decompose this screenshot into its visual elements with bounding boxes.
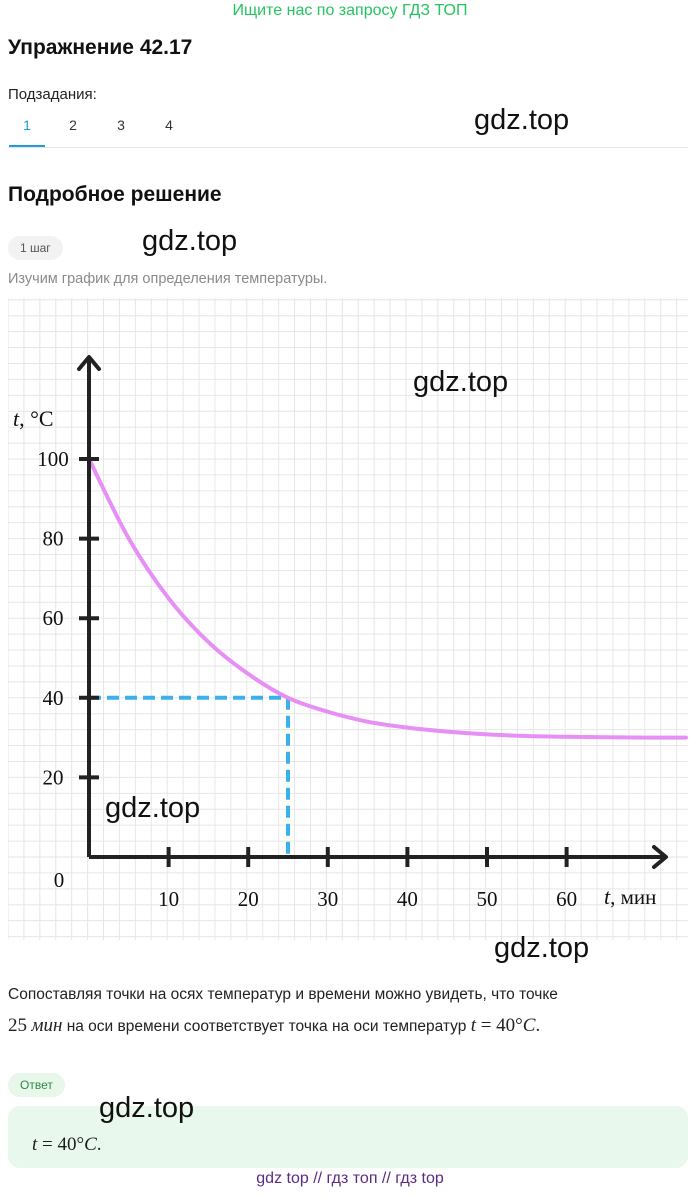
x-axis-label: t, мин [604,884,656,909]
watermark: gdz.top [105,792,201,824]
subtask-tabs: 1 2 3 4 [8,116,688,148]
explanation-line-2: 25 мин на оси времени соответствует точк… [8,1015,540,1037]
explanation-text: на оси времени соответствует точка на ос… [66,1018,467,1035]
step-badge: 1 шаг [8,236,63,260]
watermark: gdz.top [99,1092,195,1124]
tab-subtask-1[interactable]: 1 [9,117,45,147]
x-tick-label: 50 [477,887,498,911]
answer-text: t = 40°C. [32,1134,102,1156]
y-tick-label: 80 [43,527,64,551]
tab-subtask-2[interactable]: 2 [69,117,77,133]
origin-label: 0 [54,868,65,892]
answer-variable: t [32,1134,38,1155]
x-tick-label: 20 [238,887,259,911]
temperature-curve [87,457,688,740]
explanation-line-1: Сопоставляя точки на осях температур и в… [8,986,558,1003]
equation-end: . [535,1015,541,1036]
x-tick-label: 10 [158,887,179,911]
watermark: gdz.top [413,366,509,398]
time-unit: мин [31,1015,63,1036]
x-tick-label: 30 [317,887,338,911]
x-tick-label: 60 [556,887,577,911]
subtasks-label: Подзадания: [8,86,97,103]
tab-subtask-4[interactable]: 4 [165,117,173,133]
answer-badge: Ответ [8,1073,65,1097]
watermark: gdz.top [474,104,570,136]
x-axis-arrow [652,845,668,869]
temperature-chart: 10 20 30 40 50 60 20 40 60 80 100 0 t, °C t, мин [7,298,688,940]
answer-box [8,1106,688,1168]
section-title: Подробное решение [8,183,222,206]
chart-canvas: 10 20 30 40 50 60 20 40 60 80 100 0 t, °C t, мин [7,298,688,940]
search-banner: Ищите нас по запросу ГДЗ ТОП [232,2,468,19]
x-tick-label: 40 [397,887,418,911]
answer-end: . [96,1134,102,1155]
footer-links: gdz top // гдз топ // гдз top [256,1170,444,1187]
y-axis-arrow [77,355,101,371]
equation-variable: t [470,1015,476,1036]
tab-subtask-3[interactable]: 3 [117,117,125,133]
step-description: Изучим график для определения температур… [8,271,328,287]
answer-value: = 40° [37,1134,85,1155]
y-tick-label: 60 [43,606,64,630]
equation-value: = 40° [475,1015,523,1036]
watermark: gdz.top [142,225,238,257]
page-title: Упражнение 42.17 [8,36,193,59]
y-axis-label: t, °C [13,406,54,431]
answer-unit: C [84,1134,97,1155]
y-tick-label: 100 [37,447,69,471]
y-tick-label: 20 [43,765,64,789]
equation-unit: C [522,1015,536,1036]
time-value: 25 [8,1015,27,1036]
y-tick-label: 40 [43,686,64,710]
watermark: gdz.top [494,932,590,964]
